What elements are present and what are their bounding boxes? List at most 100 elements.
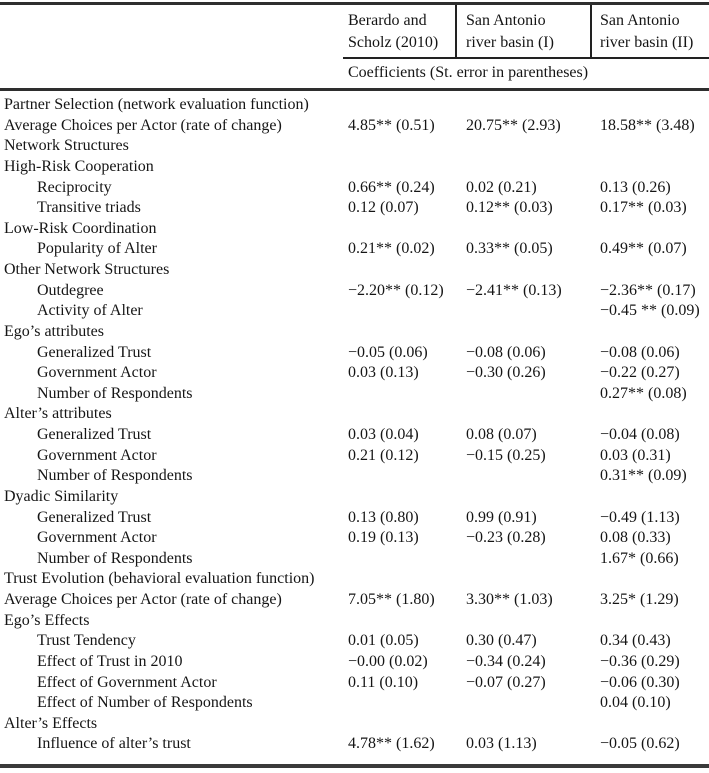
table-row: Generalized Trust −0.05 (0.06) −0.08 (0.…: [0, 343, 709, 364]
table-row: Trust Evolution (behavioral evaluation f…: [0, 569, 709, 590]
cell-col2: 0.99 (0.91): [466, 508, 537, 526]
cell-col2: [466, 157, 600, 178]
cell-col1: 0.01 (0.05): [348, 632, 419, 650]
cell-col2: [466, 487, 600, 508]
table-row: Low-Risk Coordination: [0, 219, 709, 240]
row-label: Dyadic Similarity: [4, 487, 119, 505]
table-row: Effect of Government Actor 0.11 (0.10) −…: [0, 673, 709, 694]
table-row: Other Network Structures: [0, 260, 709, 281]
row-label: Influence of alter’s trust: [37, 735, 191, 753]
cell-col1: 0.03 (0.13): [348, 364, 419, 382]
cell-col3: [600, 487, 709, 508]
cell-col3: [600, 611, 709, 632]
cell-col1: −0.00 (0.02): [348, 652, 428, 670]
table-row: Number of Respondents 0.27** (0.08): [0, 384, 709, 405]
row-label: Trust Evolution (behavioral evaluation f…: [4, 570, 315, 588]
cell-col1: [348, 611, 466, 632]
cell-col3: −2.36** (0.17): [600, 281, 696, 299]
cell-col1: [348, 404, 466, 425]
cell-col2: −0.08 (0.06): [466, 343, 546, 361]
table-row: Average Choices per Actor (rate of chang…: [0, 590, 709, 611]
row-label: Popularity of Alter: [37, 240, 157, 258]
table-row: Effect of Number of Respondents 0.04 (0.…: [0, 693, 709, 714]
cell-col1: [348, 219, 466, 240]
column-header-san-antonio-1: San Antonio river basin (I): [466, 12, 554, 51]
row-label: High-Risk Cooperation: [4, 157, 154, 175]
table-row: Activity of Alter −0.45 ** (0.09): [0, 301, 709, 322]
table-row: Effect of Trust in 2010 −0.00 (0.02) −0.…: [0, 652, 709, 673]
cell-col2: [466, 95, 600, 116]
cell-col1: 0.19 (0.13): [348, 529, 419, 547]
table-row: Popularity of Alter 0.21** (0.02) 0.33**…: [0, 239, 709, 260]
row-label: Partner Selection (network evaluation fu…: [4, 96, 309, 113]
row-label: Number of Respondents: [37, 384, 193, 402]
table-top-rule: [0, 2, 709, 5]
column-header-san-antonio-2: San Antonio river basin (II): [600, 12, 694, 51]
table-row: Trust Tendency 0.01 (0.05) 0.30 (0.47) 0…: [0, 631, 709, 652]
table-row: Reciprocity 0.66** (0.24) 0.02 (0.21) 0.…: [0, 178, 709, 199]
cell-col3: 0.17** (0.03): [600, 199, 687, 217]
cell-col1: 0.21** (0.02): [348, 240, 435, 258]
cell-col2: −0.30 (0.26): [466, 364, 546, 382]
cell-col1: −2.20** (0.12): [348, 281, 444, 299]
cell-col1: [348, 260, 466, 281]
row-label: Effect of Number of Respondents: [37, 694, 253, 712]
table-row: High-Risk Cooperation: [0, 157, 709, 178]
row-label: Number of Respondents: [37, 549, 193, 567]
cell-col3: 18.58** (3.48): [600, 116, 695, 134]
cell-col3: 1.67* (0.66): [600, 549, 679, 567]
coefficients-subheader: Coefficients (St. error in parentheses): [348, 64, 589, 81]
cell-col3: 0.03 (0.31): [600, 446, 671, 464]
table-row: Government Actor 0.19 (0.13) −0.23 (0.28…: [0, 528, 709, 549]
cell-col2: [466, 136, 600, 157]
cell-col3: [600, 322, 709, 343]
header-bottom-rule: [0, 88, 709, 91]
cell-col1: [348, 301, 466, 322]
cell-col2: [466, 260, 600, 281]
cell-col2: [466, 322, 600, 343]
cell-col1: [348, 136, 466, 157]
cell-col1: 0.03 (0.04): [348, 426, 419, 443]
cell-col2: [466, 466, 600, 487]
cell-col3: −0.04 (0.08): [600, 426, 680, 443]
cell-col2: 0.30 (0.47): [466, 632, 537, 650]
cell-col2: [466, 714, 600, 735]
cell-col3: −0.22 (0.27): [600, 364, 680, 382]
row-label: Low-Risk Coordination: [4, 219, 157, 237]
table-row: Generalized Trust 0.13 (0.80) 0.99 (0.91…: [0, 508, 709, 529]
row-label: Generalized Trust: [37, 343, 152, 361]
row-label: Other Network Structures: [4, 261, 170, 278]
row-label: Government Actor: [37, 446, 157, 464]
header-divider-1: [455, 5, 457, 57]
cell-col2: [466, 569, 600, 590]
cell-col2: 0.03 (1.13): [466, 735, 537, 753]
row-label: Reciprocity: [37, 178, 112, 196]
cell-col1: 7.05** (1.80): [348, 591, 435, 608]
cell-col2: [466, 219, 600, 240]
cell-col1: [348, 487, 466, 508]
table-row: Government Actor 0.03 (0.13) −0.30 (0.26…: [0, 363, 709, 384]
table-row: Network Structures: [0, 136, 709, 157]
cell-col3: −0.45 ** (0.09): [600, 302, 700, 320]
cell-col1: [348, 384, 466, 405]
cell-col2: −0.07 (0.27): [466, 673, 546, 691]
table-row: Partner Selection (network evaluation fu…: [0, 95, 709, 116]
row-label: Effect of Trust in 2010: [37, 652, 183, 670]
row-label: Average Choices per Actor (rate of chang…: [4, 116, 282, 134]
cell-col2: 3.30** (1.03): [466, 591, 553, 608]
cell-col2: −0.15 (0.25): [466, 446, 546, 464]
column-header-berardo-scholz: Berardo and Scholz (2010): [348, 12, 439, 51]
cell-col2: 0.02 (0.21): [466, 178, 537, 196]
cell-col3: 0.04 (0.10): [600, 694, 671, 712]
cell-col3: −0.06 (0.30): [600, 673, 680, 691]
cell-col3: 0.27** (0.08): [600, 384, 687, 402]
cell-col3: 0.08 (0.33): [600, 529, 671, 547]
cell-col2: 0.08 (0.07): [466, 426, 537, 443]
cell-col2: [466, 611, 600, 632]
cell-col1: 0.12 (0.07): [348, 199, 419, 217]
table-row: Ego’s attributes: [0, 322, 709, 343]
table-row: Generalized Trust 0.03 (0.04) 0.08 (0.07…: [0, 425, 709, 446]
cell-col2: [466, 384, 600, 405]
cell-col1: 0.13 (0.80): [348, 508, 419, 526]
